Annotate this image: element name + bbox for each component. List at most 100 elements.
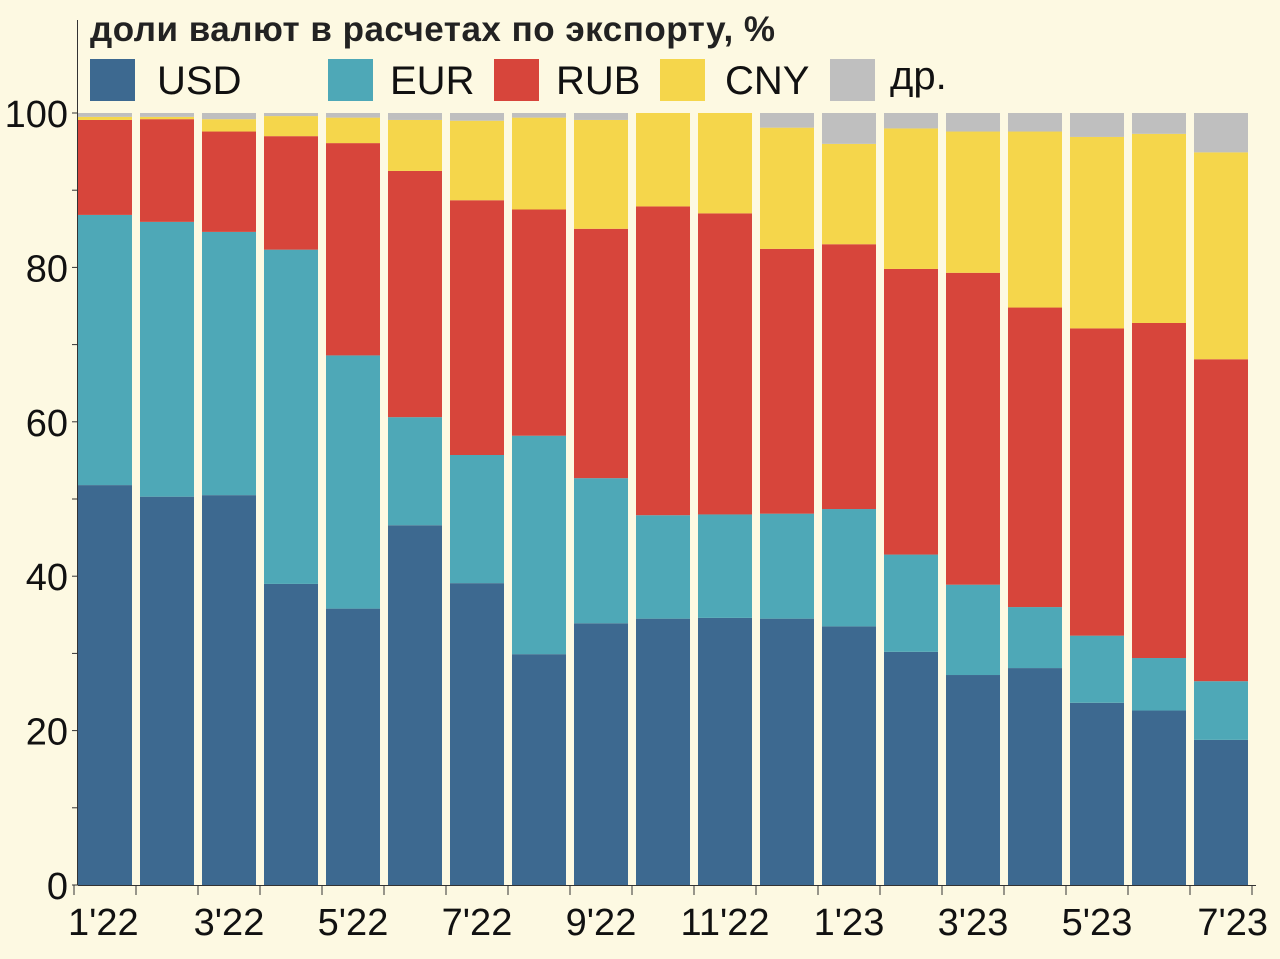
bar-segment-др.-7'23 [1194,113,1248,153]
y-tick-label-40: 40 [26,557,68,599]
bar-segment-CNY-6'22 [388,119,442,171]
x-tick-label-7'22: 7'22 [442,902,513,944]
axes-group: 0 20 40 60 80 100 1'22 3'22 5'22 7'22 9'22 11'22 1'2… [5,20,1268,944]
x-tick-label-5'22: 5'22 [318,902,389,944]
bar-segment-CNY-8'22 [512,117,566,210]
bar-segment-CNY-6'23 [1132,133,1186,323]
bar-segment-RUB-12'22 [760,248,814,514]
bar-segment-EUR-11'22 [698,514,752,618]
bar-segment-CNY-10'22 [636,113,690,207]
y-tick-label-0: 0 [47,866,68,908]
x-tick-label-1'23: 1'23 [814,902,885,944]
bar-segment-RUB-1'22 [78,119,132,215]
bar-segment-CNY-11'22 [698,113,752,214]
bar-segment-USD-5'23 [1070,702,1124,885]
bar-segment-др.-5'23 [1070,113,1124,137]
x-tick-label-9'22: 9'22 [566,902,637,944]
bar-segment-RUB-7'23 [1194,359,1248,682]
bar-segment-USD-5'22 [326,608,380,885]
bar-segment-RUB-5'23 [1070,328,1124,636]
bar-segment-RUB-8'22 [512,209,566,436]
x-tick-label-7'23: 7'23 [1197,902,1268,944]
bar-segment-USD-8'22 [512,654,566,885]
bar-segment-CNY-1'23 [822,143,876,245]
bar-segment-RUB-4'22 [264,136,318,250]
bar-segment-EUR-6'23 [1132,658,1186,711]
bar-segment-EUR-2'23 [884,554,938,652]
bar-segment-USD-4'23 [1008,668,1062,885]
bar-segment-EUR-12'22 [760,513,814,619]
bar-segment-USD-7'23 [1194,739,1248,885]
bar-segment-USD-3'22 [202,495,256,885]
bar-segment-др.-12'22 [760,113,814,128]
bar-segment-USD-3'23 [946,675,1000,885]
bar-segment-EUR-2'22 [140,221,194,497]
bar-segment-CNY-1'22 [78,116,132,120]
bar-segment-USD-2'23 [884,651,938,885]
bar-segment-EUR-7'23 [1194,681,1248,740]
bar-segment-USD-11'22 [698,617,752,885]
bar-segment-др.-1'23 [822,113,876,144]
legend-label-CNY: CNY [725,59,810,103]
x-tick-label-11'22: 11'22 [681,902,770,944]
bar-segment-RUB-6'23 [1132,322,1186,659]
bars-group [78,113,1248,885]
legend-swatch-USD [90,59,135,101]
bar-segment-др.-4'23 [1008,113,1062,132]
bar-segment-RUB-5'22 [326,143,380,356]
bar-segment-USD-4'22 [264,583,318,885]
bar-segment-USD-1'23 [822,626,876,885]
bar-segment-EUR-4'23 [1008,607,1062,669]
bar-segment-др.-5'22 [326,113,380,118]
bar-segment-др.-3'23 [946,113,1000,132]
legend-swatch-др. [830,59,875,101]
x-tick-label-3'22: 3'22 [194,902,265,944]
bar-segment-др.-4'22 [264,113,318,117]
bar-segment-др.-9'22 [574,113,628,120]
bar-segment-USD-10'22 [636,618,690,885]
y-tick-label-100: 100 [5,94,68,136]
bar-segment-др.-7'22 [450,113,504,121]
bar-segment-EUR-1'23 [822,509,876,627]
bar-segment-RUB-11'22 [698,213,752,515]
legend-label-RUB: RUB [556,59,641,103]
bar-segment-др.-2'23 [884,113,938,129]
bar-segment-CNY-5'22 [326,117,380,144]
bar-segment-RUB-3'22 [202,131,256,232]
bar-segment-др.-2'22 [140,113,194,117]
y-tick-label-60: 60 [26,403,68,445]
bar-segment-USD-6'23 [1132,710,1186,885]
bar-segment-EUR-5'22 [326,355,380,609]
bar-segment-EUR-9'22 [574,478,628,624]
bar-segment-CNY-5'23 [1070,136,1124,329]
bar-segment-USD-6'22 [388,525,442,885]
bar-segment-CNY-2'23 [884,128,938,269]
bar-segment-др.-3'22 [202,113,256,120]
x-tick-label-3'23: 3'23 [938,902,1009,944]
bar-segment-CNY-4'23 [1008,131,1062,308]
bar-segment-USD-7'22 [450,583,504,885]
bar-segment-RUB-4'23 [1008,307,1062,608]
bar-segment-EUR-5'23 [1070,635,1124,703]
legend-swatch-CNY [660,59,705,101]
legend-label-EUR: EUR [390,59,475,103]
bar-segment-RUB-2'23 [884,268,938,555]
bar-segment-CNY-7'23 [1194,152,1248,360]
bar-segment-CNY-3'23 [946,131,1000,273]
legend-swatch-RUB [494,59,539,101]
bar-segment-др.-6'23 [1132,113,1186,134]
bar-segment-RUB-10'22 [636,206,690,516]
bar-segment-EUR-3'22 [202,231,256,496]
bar-segment-CNY-4'22 [264,116,318,137]
y-tick-label-80: 80 [26,248,68,290]
chart-title: доли валют в расчетах по экспорту, % [90,10,776,49]
bar-segment-EUR-8'22 [512,435,566,655]
bar-segment-RUB-6'22 [388,170,442,418]
bar-segment-RUB-9'22 [574,228,628,479]
legend-swatch-EUR [328,59,373,101]
bar-segment-CNY-12'22 [760,127,814,249]
bar-segment-EUR-6'22 [388,417,442,526]
bar-segment-EUR-10'22 [636,515,690,619]
bar-segment-USD-12'22 [760,618,814,885]
